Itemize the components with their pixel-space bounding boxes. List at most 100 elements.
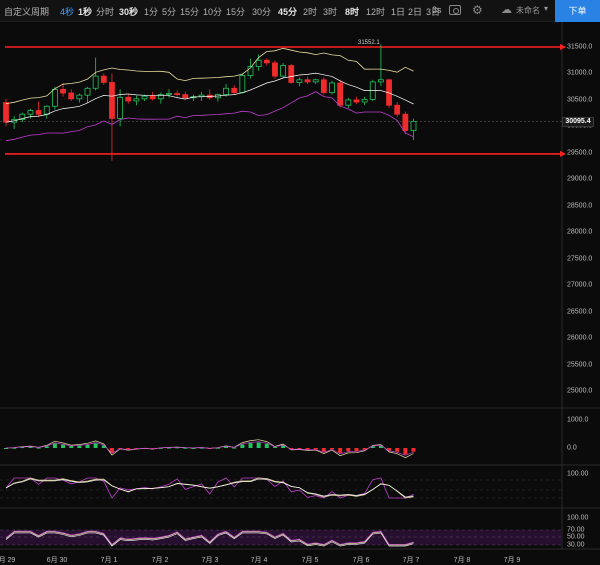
- price-tick-label: 28500.0: [567, 202, 593, 210]
- candle-body: [35, 110, 42, 115]
- timeframe-13[interactable]: 8时: [345, 7, 360, 17]
- candle-body: [272, 62, 278, 77]
- timeframe-7[interactable]: 10分: [203, 7, 223, 17]
- time-tick-label: 6月 30: [46, 557, 68, 564]
- timeframe-15[interactable]: 1日: [391, 7, 406, 17]
- macd-bar: [346, 448, 351, 452]
- candle-body: [312, 79, 319, 83]
- macd-bar: [395, 448, 400, 452]
- price-tick-label: 29500.0: [567, 149, 593, 157]
- rsi-line: [5, 531, 414, 546]
- macd-bar: [158, 447, 163, 449]
- candle-body: [223, 87, 229, 96]
- candle-body: [247, 66, 254, 76]
- candle-body: [157, 94, 164, 100]
- candle-body: [117, 96, 123, 119]
- timeframe-2[interactable]: 分时: [96, 7, 115, 17]
- price-tick-label: 31000.0: [567, 69, 593, 77]
- macd-bar: [4, 448, 8, 449]
- cloud-icon[interactable]: ☁: [501, 4, 512, 16]
- price-tick-label: 28000.0: [567, 228, 593, 236]
- candle-body: [296, 79, 303, 83]
- macd-bar: [12, 447, 17, 449]
- candle-body: [320, 79, 327, 93]
- macd-bar: [411, 448, 416, 452]
- macd-bar: [387, 448, 392, 451]
- timeframe-6[interactable]: 15分: [180, 7, 200, 17]
- macd-bar: [264, 443, 269, 448]
- candle-body: [337, 82, 344, 106]
- macd-bar: [52, 443, 57, 448]
- candle-body: [280, 65, 287, 77]
- macd-bar: [44, 446, 49, 448]
- timeframe-8[interactable]: 15分: [226, 7, 246, 17]
- current-price-tag: 30095.4: [562, 117, 594, 127]
- macd-bar: [183, 447, 188, 449]
- candle-body: [329, 82, 335, 93]
- candle-body: [76, 94, 83, 100]
- timeframe-1[interactable]: 1秒: [78, 7, 93, 17]
- toolbar: 自定义周期 4秒 1秒 分时 30秒 1分 5分 15分 10分 15分 30分 45分 2时 3时 8时…: [0, 0, 600, 22]
- macd-bar: [85, 444, 90, 448]
- timeframe-11[interactable]: 2时: [303, 7, 318, 17]
- custom-period-button[interactable]: 自定义周期: [4, 7, 50, 17]
- macd-bar: [61, 444, 66, 448]
- candle-body: [361, 98, 368, 103]
- timeframe-16[interactable]: 2日: [408, 7, 423, 17]
- macd-bar: [248, 443, 253, 448]
- rsi-tick-label: 50.00: [567, 533, 585, 541]
- candle-body: [345, 99, 352, 106]
- timeframe-3[interactable]: 30秒: [119, 7, 139, 17]
- macd-bar: [36, 447, 41, 449]
- macd-bar: [101, 445, 106, 448]
- candle-body: [27, 110, 34, 115]
- macd-bar: [134, 448, 139, 449]
- macd-signal: [5, 441, 414, 456]
- time-tick-label: 7月 2: [151, 557, 169, 564]
- timeframe-5[interactable]: 5分: [162, 7, 177, 17]
- order-button[interactable]: 下单: [555, 0, 600, 22]
- macd-bar: [305, 448, 310, 450]
- refresh-interval[interactable]: 3s: [432, 5, 442, 15]
- price-tick-label: 27500.0: [567, 255, 593, 263]
- candle-body: [182, 94, 189, 99]
- price-tick-label: 31500.0: [567, 43, 593, 51]
- bollinger-upper: [5, 47, 414, 104]
- macd-bar: [69, 446, 74, 448]
- time-tick-label: 7月 9: [503, 557, 521, 564]
- camera-icon[interactable]: [449, 5, 461, 15]
- candle-body: [377, 79, 384, 83]
- timeframe-17[interactable]: 3日: [426, 7, 441, 17]
- macd-bar: [321, 448, 326, 452]
- candle-body: [3, 102, 9, 123]
- time-tick-label: 7月 4: [250, 557, 268, 564]
- price-tick-label: 26000.0: [567, 334, 593, 342]
- time-tick-label: 7月 5: [301, 557, 319, 564]
- candle-body: [353, 99, 360, 103]
- price-tick-label: 30500.0: [567, 96, 593, 104]
- timeframe-0[interactable]: 4秒: [60, 7, 75, 17]
- timeframe-12[interactable]: 3时: [323, 7, 338, 17]
- candle-body: [288, 65, 295, 83]
- layout-name[interactable]: 未命名: [516, 6, 540, 15]
- rsi-tick-label: 100.00: [567, 514, 589, 522]
- timeframe-10[interactable]: 45分: [278, 7, 298, 17]
- rsi-band: [0, 530, 562, 545]
- candle-body: [68, 92, 75, 100]
- timeframe-9[interactable]: 30分: [252, 7, 272, 17]
- macd-bar: [20, 447, 25, 449]
- settings-icon[interactable]: ⚙: [472, 3, 483, 17]
- price-tick-label: 27000.0: [567, 281, 593, 289]
- support-arrow: [560, 150, 566, 157]
- timeframe-14[interactable]: 12时: [366, 7, 386, 17]
- chevron-down-icon[interactable]: ▾: [544, 4, 549, 13]
- macd-bar: [378, 445, 383, 448]
- bollinger-lower: [5, 91, 414, 142]
- macd-bar: [232, 447, 237, 449]
- price-tick-label: 25000.0: [567, 387, 593, 395]
- timeframe-4[interactable]: 1分: [144, 7, 159, 17]
- macd-bar: [338, 448, 343, 454]
- rsi-tick-label: 30.00: [567, 541, 585, 549]
- resistance-arrow: [560, 44, 566, 50]
